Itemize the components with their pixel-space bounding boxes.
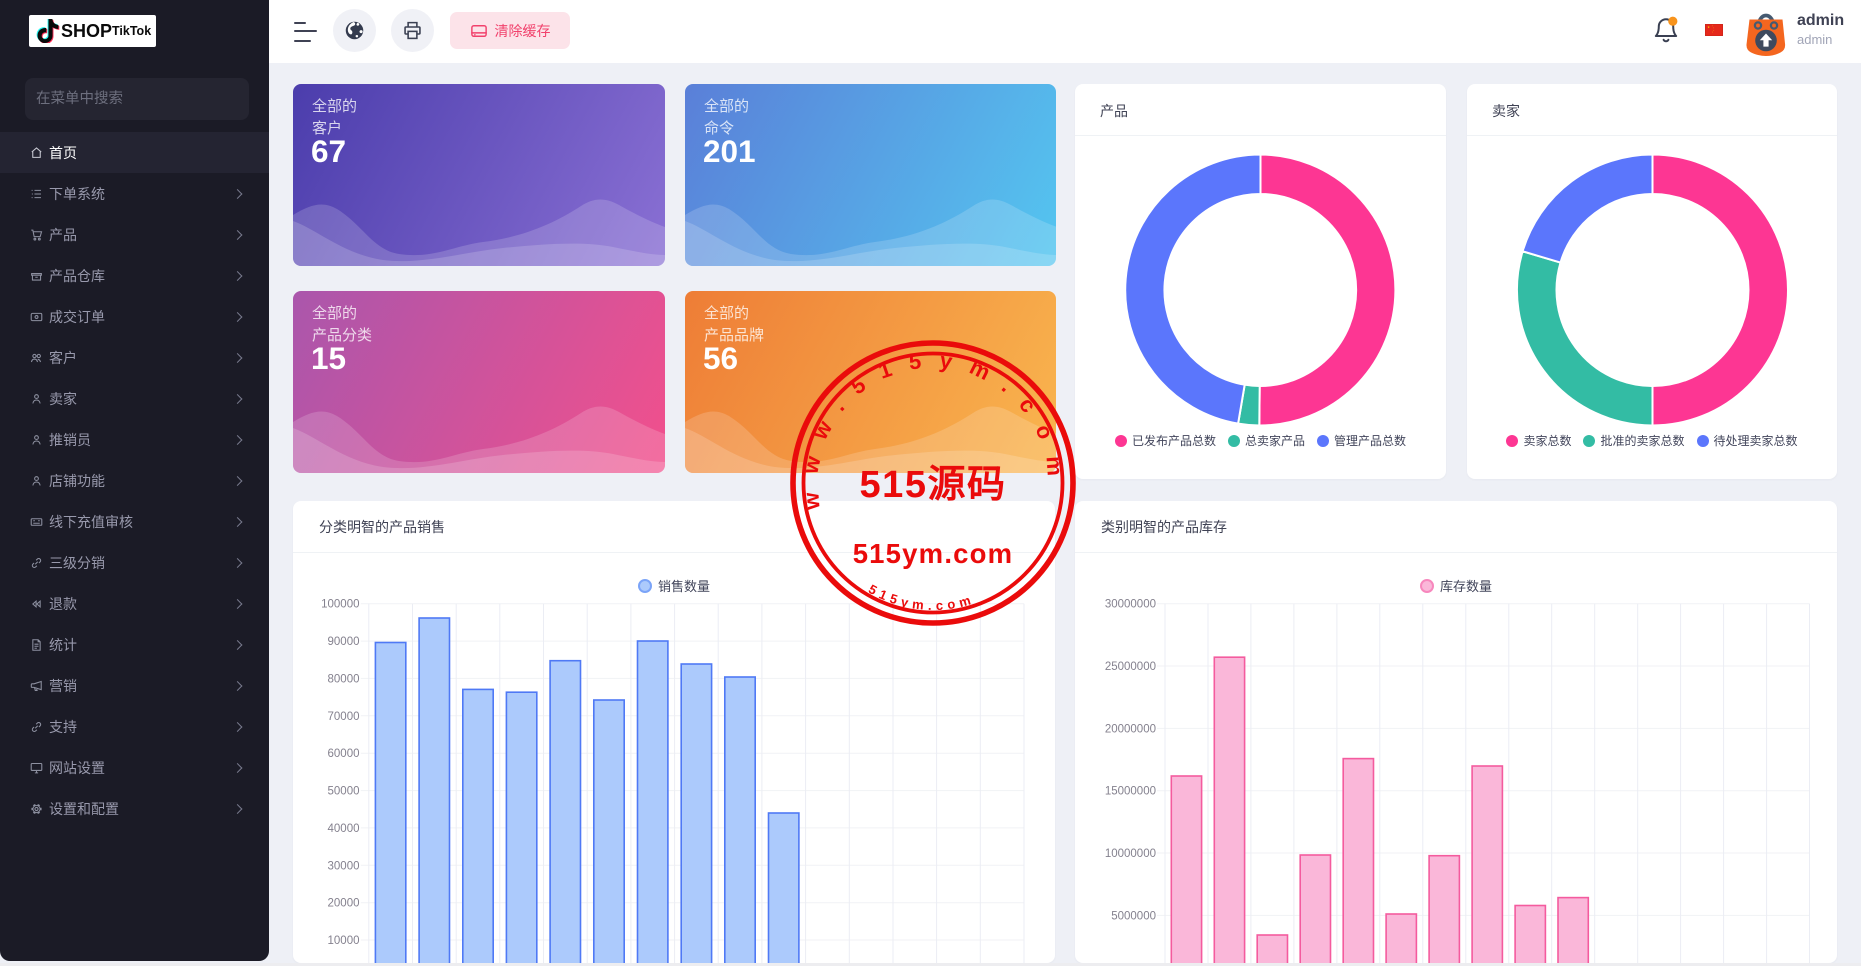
svg-text:25000000: 25000000 bbox=[1105, 661, 1156, 673]
svg-text:20000000: 20000000 bbox=[1105, 723, 1156, 735]
svg-text:80000: 80000 bbox=[328, 673, 360, 685]
svg-text:5000000: 5000000 bbox=[1111, 910, 1156, 922]
svg-text:20000: 20000 bbox=[328, 898, 360, 910]
svg-text:70000: 70000 bbox=[328, 711, 360, 723]
svg-text:30000000: 30000000 bbox=[1105, 599, 1156, 611]
svg-text:100000: 100000 bbox=[321, 599, 359, 611]
svg-text:60000: 60000 bbox=[328, 748, 360, 760]
svg-text:515ym.com: 515ym.com bbox=[866, 581, 977, 613]
svg-text:15000000: 15000000 bbox=[1105, 786, 1156, 798]
svg-text:515ym.com: 515ym.com bbox=[853, 538, 1014, 569]
svg-text:90000: 90000 bbox=[328, 636, 360, 648]
svg-text:50000: 50000 bbox=[328, 786, 360, 798]
svg-text:515源码: 515源码 bbox=[860, 464, 1007, 506]
svg-text:30000: 30000 bbox=[328, 860, 360, 872]
svg-text:40000: 40000 bbox=[328, 823, 360, 835]
svg-text:10000000: 10000000 bbox=[1105, 848, 1156, 860]
svg-text:10000: 10000 bbox=[328, 935, 360, 947]
